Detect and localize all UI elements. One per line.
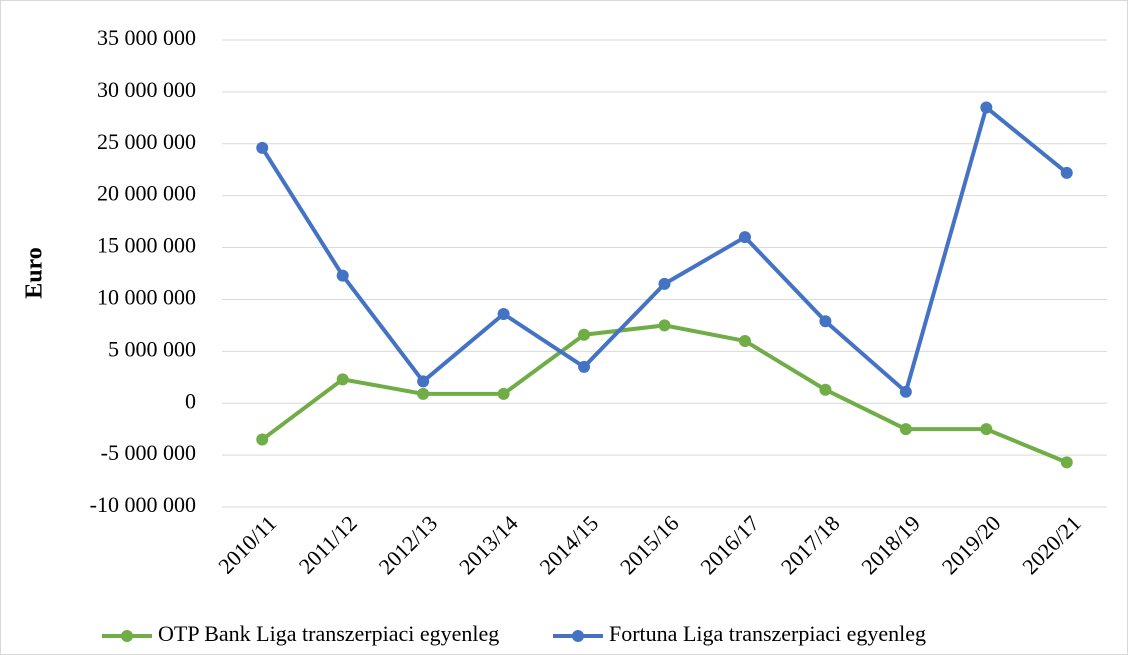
data-point xyxy=(256,433,269,446)
data-point xyxy=(899,423,912,436)
data-point xyxy=(980,101,993,114)
data-point xyxy=(899,385,912,398)
data-point xyxy=(980,423,993,436)
data-point xyxy=(256,141,269,154)
data-point xyxy=(497,387,510,400)
data-point xyxy=(1060,456,1073,469)
y-axis-label: Euro xyxy=(22,247,48,299)
legend-label: Fortuna Liga transzerpiaci egyenleg xyxy=(609,621,926,646)
data-point xyxy=(738,231,751,244)
data-point xyxy=(738,334,751,347)
y-tick-label: 25 000 000 xyxy=(97,129,196,154)
y-tick-label: 10 000 000 xyxy=(97,284,196,309)
data-point xyxy=(658,277,671,290)
y-tick-label: 30 000 000 xyxy=(97,77,196,102)
y-tick-label: 20 000 000 xyxy=(97,181,196,206)
y-tick-label: 5 000 000 xyxy=(108,336,196,361)
data-point xyxy=(658,319,671,332)
data-point xyxy=(417,375,430,388)
y-tick-label: 15 000 000 xyxy=(97,233,196,258)
data-point xyxy=(819,383,832,396)
data-point xyxy=(819,315,832,328)
data-point xyxy=(1060,166,1073,179)
legend-marker xyxy=(572,630,584,642)
legend-marker xyxy=(121,630,133,642)
data-point xyxy=(336,269,349,282)
y-tick-label: 35 000 000 xyxy=(97,25,196,50)
data-point xyxy=(417,387,430,400)
y-tick-label: -5 000 000 xyxy=(101,440,196,465)
data-point xyxy=(336,373,349,386)
y-tick-label: 0 xyxy=(185,388,196,413)
data-point xyxy=(578,328,591,341)
data-point xyxy=(497,307,510,320)
y-tick-label: -10 000 000 xyxy=(90,492,196,517)
legend-label: OTP Bank Liga transzerpiaci egyenleg xyxy=(158,621,499,646)
data-point xyxy=(578,360,591,373)
